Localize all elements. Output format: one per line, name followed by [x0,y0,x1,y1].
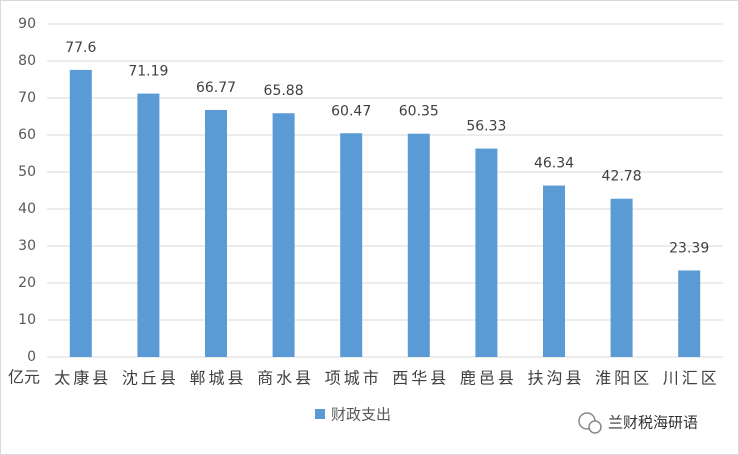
x-tick-label: 淮阳区 [595,369,652,388]
bar [407,133,430,357]
value-label: 71.19 [128,64,168,80]
legend-label: 财政支出 [331,406,391,424]
value-label: 46.34 [534,156,574,172]
watermark-icon [588,420,602,434]
bar [610,198,633,357]
value-label: 77.6 [65,40,96,56]
y-tick-label: 50 [18,164,36,180]
value-label: 66.77 [196,80,236,96]
x-tick-label: 沈丘县 [122,369,179,388]
x-tick-label: 郸城县 [189,369,246,388]
y-tick-label: 20 [18,275,36,291]
bar [678,270,701,357]
x-tick-label: 鹿邑县 [460,369,517,388]
watermark: 兰财税海研语 [578,412,698,434]
x-tick-label: 西华县 [392,369,449,388]
x-tick-label: 商水县 [257,369,314,388]
y-axis-label: 亿元 [8,368,40,387]
y-tick-label: 90 [18,16,36,32]
bar [69,69,92,357]
y-tick-label: 10 [18,312,36,328]
bar [205,109,227,358]
x-tick-label: 项城市 [325,369,382,388]
y-tick-label: 80 [18,53,36,69]
watermark-text: 兰财税海研语 [608,414,698,432]
bar [137,93,160,358]
y-tick-label: 40 [18,201,36,217]
value-label: 56.33 [466,119,506,135]
x-tick-label: 扶沟县 [527,369,584,388]
value-label: 23.39 [669,240,709,256]
y-tick-label: 60 [18,127,36,143]
x-tick-label: 川汇区 [663,369,720,388]
bar [272,113,295,357]
value-label: 65.88 [264,83,304,99]
value-label: 60.47 [331,103,371,119]
y-tick-label: 0 [27,349,36,365]
y-tick-label: 30 [18,238,36,254]
value-label: 60.35 [399,104,439,120]
x-tick-label: 太康县 [54,369,111,388]
bar [543,185,565,357]
value-label: 42.78 [602,169,642,185]
bar [475,148,498,357]
legend-swatch [315,409,325,419]
y-tick-label: 70 [18,90,36,106]
bar [340,133,363,357]
